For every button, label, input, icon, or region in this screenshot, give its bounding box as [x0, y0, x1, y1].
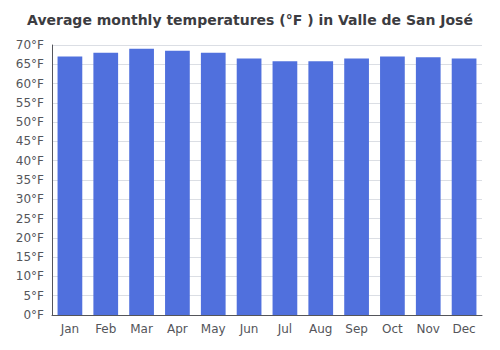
svg-text:0°F: 0°F [23, 308, 44, 322]
svg-text:65°F: 65°F [16, 57, 44, 71]
svg-text:Sep: Sep [345, 322, 368, 336]
svg-text:Mar: Mar [130, 322, 153, 336]
svg-text:15°F: 15°F [16, 250, 44, 264]
svg-text:5°F: 5°F [23, 289, 44, 303]
svg-text:50°F: 50°F [16, 115, 44, 129]
svg-text:Feb: Feb [95, 322, 116, 336]
svg-text:20°F: 20°F [16, 231, 44, 245]
svg-text:70°F: 70°F [16, 38, 44, 52]
svg-text:Dec: Dec [452, 322, 475, 336]
svg-text:55°F: 55°F [16, 96, 44, 110]
svg-text:Nov: Nov [417, 322, 440, 336]
svg-text:40°F: 40°F [16, 154, 44, 168]
svg-text:45°F: 45°F [16, 134, 44, 148]
svg-text:Jul: Jul [277, 322, 292, 336]
svg-text:May: May [201, 322, 226, 336]
svg-text:30°F: 30°F [16, 192, 44, 206]
svg-text:25°F: 25°F [16, 212, 44, 226]
svg-text:Aug: Aug [309, 322, 332, 336]
svg-text:Apr: Apr [167, 322, 188, 336]
svg-text:Average monthly temperatures (: Average monthly temperatures (°F ) in Va… [27, 12, 473, 28]
svg-text:Oct: Oct [382, 322, 403, 336]
svg-text:60°F: 60°F [16, 77, 44, 91]
svg-text:Jun: Jun [239, 322, 259, 336]
svg-text:10°F: 10°F [16, 269, 44, 283]
svg-text:35°F: 35°F [16, 173, 44, 187]
svg-text:Jan: Jan [60, 322, 80, 336]
